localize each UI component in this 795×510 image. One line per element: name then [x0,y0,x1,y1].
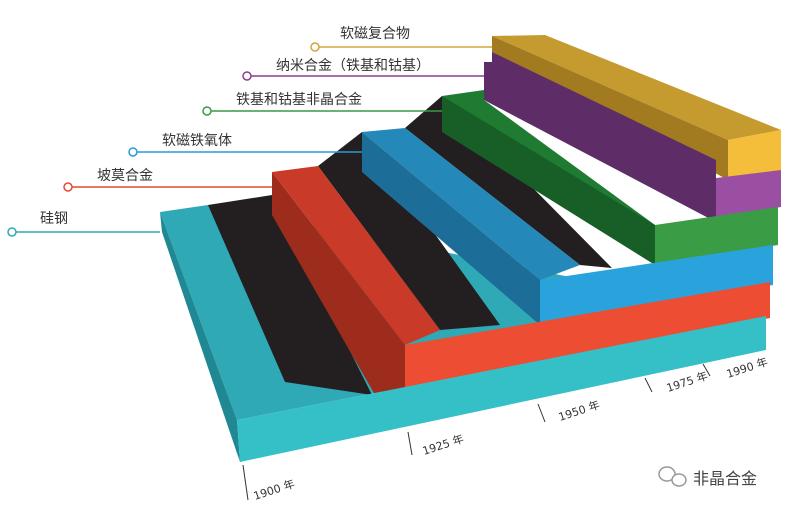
time-axis [242,363,711,501]
layer-label: 软磁铁氧体 [162,133,232,149]
leader-dot [310,42,320,52]
tick [242,464,249,501]
watermark-text: 非晶合金 [693,469,757,488]
slab-green-front [655,207,778,265]
shadow [208,195,372,395]
axis-label: 1975 年 [665,368,710,394]
slab-red-side [272,172,405,395]
leader-dot [63,182,73,192]
slab-gold-front [728,130,781,180]
slab-teal-side [160,212,240,462]
slab-purple-side [484,52,716,222]
axis-label: 1990 年 [725,354,770,380]
tick [537,403,546,423]
leaders [7,42,492,237]
leader-dot [7,227,17,237]
slab-gold-top [492,35,781,140]
slab-blue-front [540,245,773,325]
axis-label: 1950 年 [557,397,602,423]
slab-red-front [405,282,770,388]
tick [644,377,653,393]
layer-label: 纳米合金（铁基和钴基） [276,57,430,74]
shadow [318,132,500,330]
layer-label: 坡莫合金 [97,168,153,184]
layer-label: 软磁复合物 [340,25,410,42]
tick [702,363,711,377]
watermark: 非晶合金 [658,466,757,488]
watermark-icon [671,473,687,487]
layer-label: 硅钢 [40,211,68,227]
slab-blue-side [362,132,540,325]
axis-label: 1925 年 [421,431,466,457]
layer-label: 铁基和钴基非晶合金 [236,91,362,108]
slab-blue-top [362,128,580,280]
tick [407,431,413,456]
leader-dot [128,147,138,157]
axis-label: 1900 年 [252,476,297,502]
slab-green-side [442,96,655,265]
labels: 硅钢 坡莫合金 软磁铁氧体 铁基和钴基非晶合金 纳米合金（铁基和钴基） 软磁复合… [40,25,430,227]
slab-red-top [272,166,440,345]
leader-dot [242,71,252,81]
slabs [160,35,781,462]
slab-teal-front [237,316,766,462]
leader-dot [202,106,212,116]
slab-purple-front [716,170,781,217]
watermark-icon [658,466,676,482]
